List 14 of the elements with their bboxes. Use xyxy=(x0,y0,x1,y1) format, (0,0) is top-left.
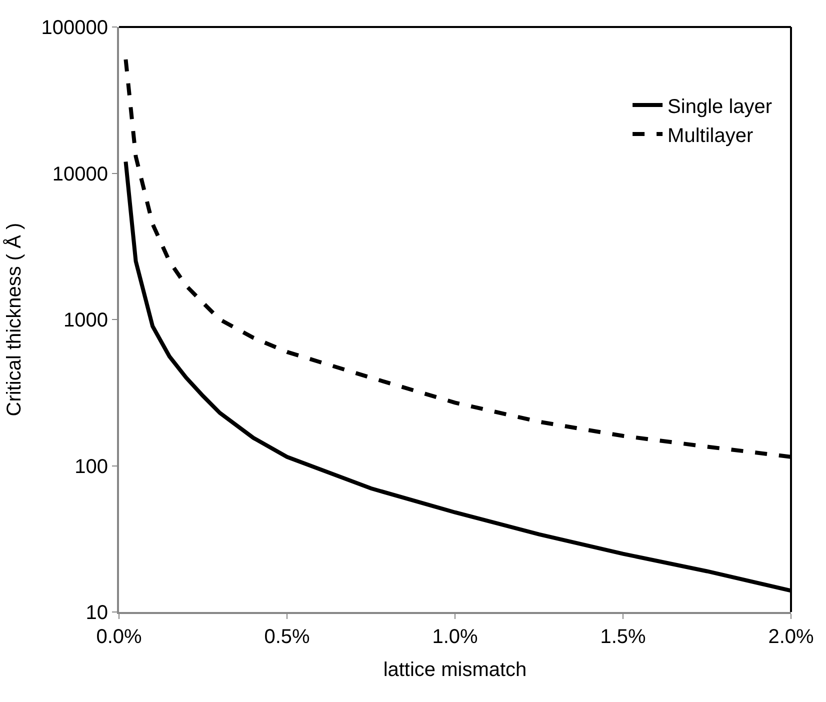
x-tick-label: 2.0% xyxy=(768,626,814,648)
y-tick-label: 100000 xyxy=(41,17,108,39)
x-tick-label: 0.5% xyxy=(264,626,310,648)
y-tick-label: 1000 xyxy=(64,310,108,332)
x-tick-label: 1.5% xyxy=(600,626,646,648)
x-tick-label: 0.0% xyxy=(96,626,142,648)
legend-label: Single layer xyxy=(668,96,772,118)
y-tick-label: 10 xyxy=(86,602,108,624)
y-tick-label: 100 xyxy=(74,456,108,478)
legend-label: Multilayer xyxy=(668,124,754,147)
x-tick-label: 1.0% xyxy=(432,626,478,648)
x-axis-title: lattice mismatch xyxy=(383,659,527,681)
y-tick-label: 10000 xyxy=(52,163,108,186)
y-axis-title: Critical thickness ( Å ) xyxy=(2,222,26,416)
